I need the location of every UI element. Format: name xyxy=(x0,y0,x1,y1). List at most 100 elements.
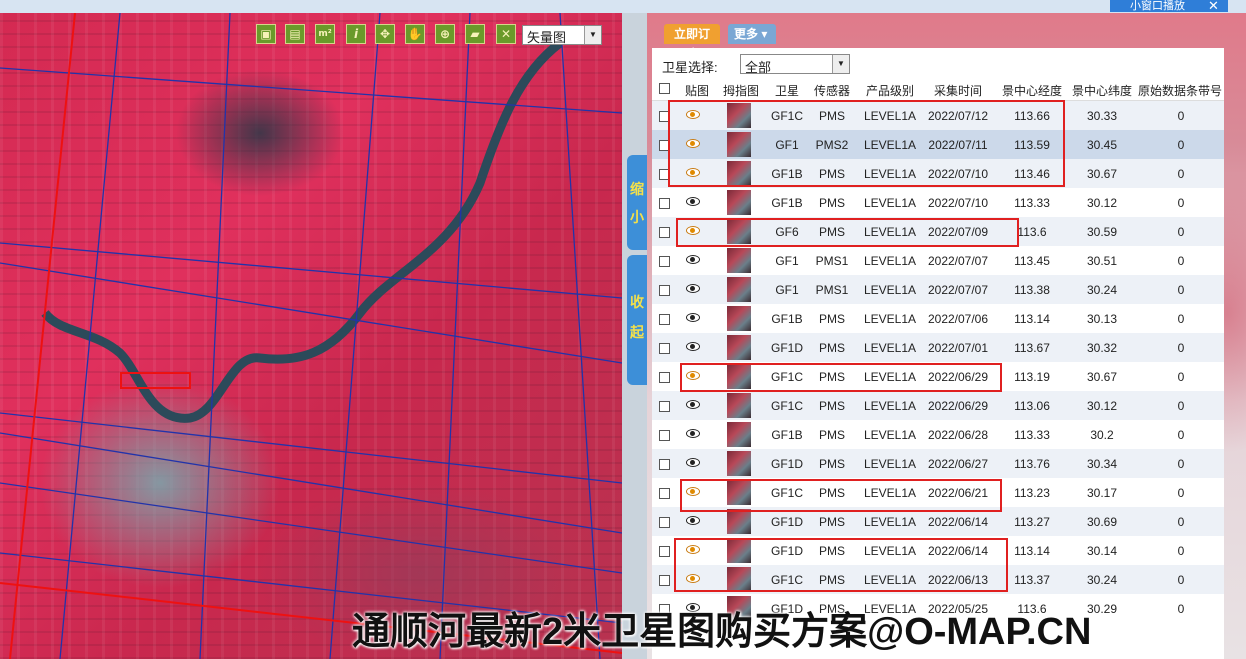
select-all-checkbox[interactable] xyxy=(659,83,670,94)
clear-icon[interactable]: ✕ xyxy=(496,24,516,44)
eye-icon[interactable] xyxy=(686,458,700,467)
cell-sensor: PMS xyxy=(818,457,845,471)
eye-icon[interactable] xyxy=(686,574,700,583)
cell-date: 2022/07/07 xyxy=(927,254,989,268)
table-row[interactable]: GF1D PMS LEVEL1A 2022/05/25 113.6 30.29 0 xyxy=(652,594,1224,623)
footprint-grid xyxy=(0,13,622,659)
eye-icon[interactable] xyxy=(686,371,700,380)
satellite-filter-label: 卫星选择: xyxy=(662,60,718,75)
globe-icon[interactable]: ⊕ xyxy=(435,24,455,44)
eye-icon[interactable] xyxy=(686,545,700,554)
basemap-select[interactable]: 矢量图 ▼ xyxy=(522,25,602,45)
thumbnail-image[interactable] xyxy=(727,103,751,128)
thumbnail-image[interactable] xyxy=(727,596,751,621)
thumbnail-image[interactable] xyxy=(727,480,751,505)
shrink-panel-tab[interactable]: 缩 小 xyxy=(627,155,647,250)
row-checkbox[interactable] xyxy=(659,285,670,296)
zoom-rect-icon[interactable]: ▣ xyxy=(256,24,276,44)
thumbnail-image[interactable] xyxy=(727,306,751,331)
eye-icon[interactable] xyxy=(686,139,700,148)
eye-icon[interactable] xyxy=(686,284,700,293)
eye-icon[interactable] xyxy=(686,487,700,496)
cell-sensor: PMS1 xyxy=(815,283,849,297)
cell-level: LEVEL1A xyxy=(863,573,917,587)
satellite-map[interactable]: ▣ ▤ m² i ✥ ✋ ⊕ ▰ ✕ 矢量图 ▼ xyxy=(0,13,622,659)
table-row[interactable]: GF1D PMS LEVEL1A 2022/06/14 113.14 30.14 0 xyxy=(652,536,1224,565)
cell-strip: 0 xyxy=(1177,138,1185,152)
eye-icon[interactable] xyxy=(686,226,700,235)
row-checkbox[interactable] xyxy=(659,459,670,470)
popout-play-button[interactable]: 小窗口播放 xyxy=(1110,0,1228,12)
row-checkbox[interactable] xyxy=(659,575,670,586)
cell-sensor: PMS xyxy=(818,602,845,616)
info-icon[interactable]: i xyxy=(346,24,366,44)
cell-lat: 30.32 xyxy=(1086,341,1118,355)
ruler-icon[interactable]: ▤ xyxy=(285,24,305,44)
row-checkbox[interactable] xyxy=(659,430,670,441)
thumbnail-image[interactable] xyxy=(727,393,751,418)
thumbnail-image[interactable] xyxy=(727,451,751,476)
table-row[interactable]: GF1C PMS LEVEL1A 2022/06/29 113.06 30.12 0 xyxy=(652,391,1224,420)
eye-icon[interactable] xyxy=(686,197,700,206)
cell-sensor: PMS xyxy=(818,486,845,500)
eye-icon[interactable] xyxy=(686,313,700,322)
thumbnail-image[interactable] xyxy=(727,277,751,302)
thumbnail-image[interactable] xyxy=(727,190,751,215)
table-row[interactable]: GF1 PMS1 LEVEL1A 2022/07/07 113.45 30.51 0 xyxy=(652,246,1224,275)
table-row[interactable]: GF1B PMS LEVEL1A 2022/07/06 113.14 30.13 0 xyxy=(652,304,1224,333)
thumbnail-image[interactable] xyxy=(727,219,751,244)
row-checkbox[interactable] xyxy=(659,401,670,412)
row-checkbox[interactable] xyxy=(659,372,670,383)
popout-close-icon[interactable]: ✕ xyxy=(1208,0,1219,13)
eye-icon[interactable] xyxy=(686,255,700,264)
thumbnail-image[interactable] xyxy=(727,248,751,273)
row-checkbox[interactable] xyxy=(659,198,670,209)
table-row[interactable]: GF1D PMS LEVEL1A 2022/07/01 113.67 30.32 0 xyxy=(652,333,1224,362)
row-checkbox[interactable] xyxy=(659,604,670,615)
polygon-icon[interactable]: ▰ xyxy=(465,24,485,44)
table-row[interactable]: GF1C PMS LEVEL1A 2022/06/13 113.37 30.24 0 xyxy=(652,565,1224,594)
eye-icon[interactable] xyxy=(686,516,700,525)
eye-icon[interactable] xyxy=(686,400,700,409)
row-checkbox[interactable] xyxy=(659,517,670,528)
table-row[interactable]: GF1B PMS LEVEL1A 2022/07/10 113.46 30.67 0 xyxy=(652,159,1224,188)
table-row[interactable]: GF1B PMS LEVEL1A 2022/06/28 113.33 30.2 0 xyxy=(652,420,1224,449)
table-row[interactable]: GF1C PMS LEVEL1A 2022/07/12 113.66 30.33 0 xyxy=(652,101,1224,130)
eye-icon[interactable] xyxy=(686,168,700,177)
row-checkbox[interactable] xyxy=(659,546,670,557)
table-row[interactable]: GF1 PMS1 LEVEL1A 2022/07/07 113.38 30.24 0 xyxy=(652,275,1224,304)
eye-icon[interactable] xyxy=(686,603,700,612)
row-checkbox[interactable] xyxy=(659,314,670,325)
table-row[interactable]: GF1 PMS2 LEVEL1A 2022/07/11 113.59 30.45 0 xyxy=(652,130,1224,159)
table-row[interactable]: GF1B PMS LEVEL1A 2022/07/10 113.33 30.12 0 xyxy=(652,188,1224,217)
col-header-level: 产品级别 xyxy=(865,84,914,98)
thumbnail-image[interactable] xyxy=(727,161,751,186)
collapse-panel-tab[interactable]: 收 起 xyxy=(627,255,647,385)
full-extent-icon[interactable]: ✥ xyxy=(375,24,395,44)
order-now-button[interactable]: 立即订购 xyxy=(664,24,720,61)
thumbnail-image[interactable] xyxy=(727,132,751,157)
table-row[interactable]: GF1C PMS LEVEL1A 2022/06/29 113.19 30.67 0 xyxy=(652,362,1224,391)
row-checkbox[interactable] xyxy=(659,343,670,354)
table-row[interactable]: GF1C PMS LEVEL1A 2022/06/21 113.23 30.17 0 xyxy=(652,478,1224,507)
thumbnail-image[interactable] xyxy=(727,509,751,534)
cell-lon: 113.46 xyxy=(1014,167,1050,181)
table-row[interactable]: GF1D PMS LEVEL1A 2022/06/27 113.76 30.34 0 xyxy=(652,449,1224,478)
row-checkbox[interactable] xyxy=(659,256,670,267)
satellite-select[interactable]: 全部 ▼ xyxy=(740,54,850,75)
eye-icon[interactable] xyxy=(686,110,700,119)
thumbnail-image[interactable] xyxy=(727,538,751,563)
eye-icon[interactable] xyxy=(686,429,700,438)
row-checkbox[interactable] xyxy=(659,488,670,499)
more-button[interactable]: 更多 ▾ xyxy=(728,24,776,44)
area-measure-icon[interactable]: m² xyxy=(315,24,335,44)
pan-hand-icon[interactable]: ✋ xyxy=(405,24,425,44)
row-checkbox[interactable] xyxy=(659,227,670,238)
eye-icon[interactable] xyxy=(686,342,700,351)
cell-lat: 30.24 xyxy=(1086,573,1118,587)
thumbnail-image[interactable] xyxy=(727,567,751,592)
thumbnail-image[interactable] xyxy=(727,364,751,389)
thumbnail-image[interactable] xyxy=(727,335,751,360)
table-row[interactable]: GF6 PMS LEVEL1A 2022/07/09 113.6 30.59 0 xyxy=(652,217,1224,246)
thumbnail-image[interactable] xyxy=(727,422,751,447)
